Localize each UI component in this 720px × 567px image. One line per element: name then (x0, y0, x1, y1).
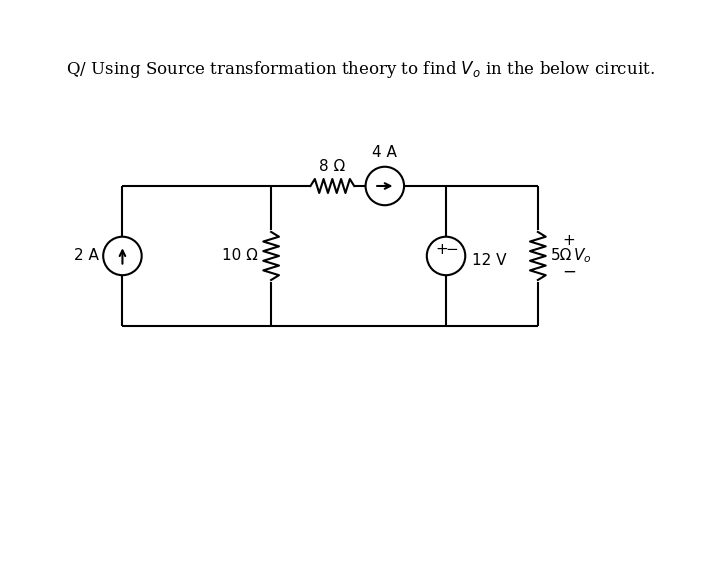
Text: +: + (562, 232, 575, 248)
Text: Q/ Using Source transformation theory to find $V_o$ in the below circuit.: Q/ Using Source transformation theory to… (66, 59, 654, 80)
Text: 2 A: 2 A (74, 248, 99, 264)
Text: 12 V: 12 V (472, 253, 507, 268)
Text: 4 A: 4 A (372, 145, 397, 160)
Text: 5Ω: 5Ω (551, 248, 572, 264)
Text: −: − (562, 263, 576, 281)
Text: $V_o$: $V_o$ (573, 247, 591, 265)
Text: −: − (446, 242, 459, 257)
Text: +: + (436, 242, 448, 257)
Text: 8 Ω: 8 Ω (319, 159, 346, 174)
Text: 10 Ω: 10 Ω (222, 248, 258, 264)
